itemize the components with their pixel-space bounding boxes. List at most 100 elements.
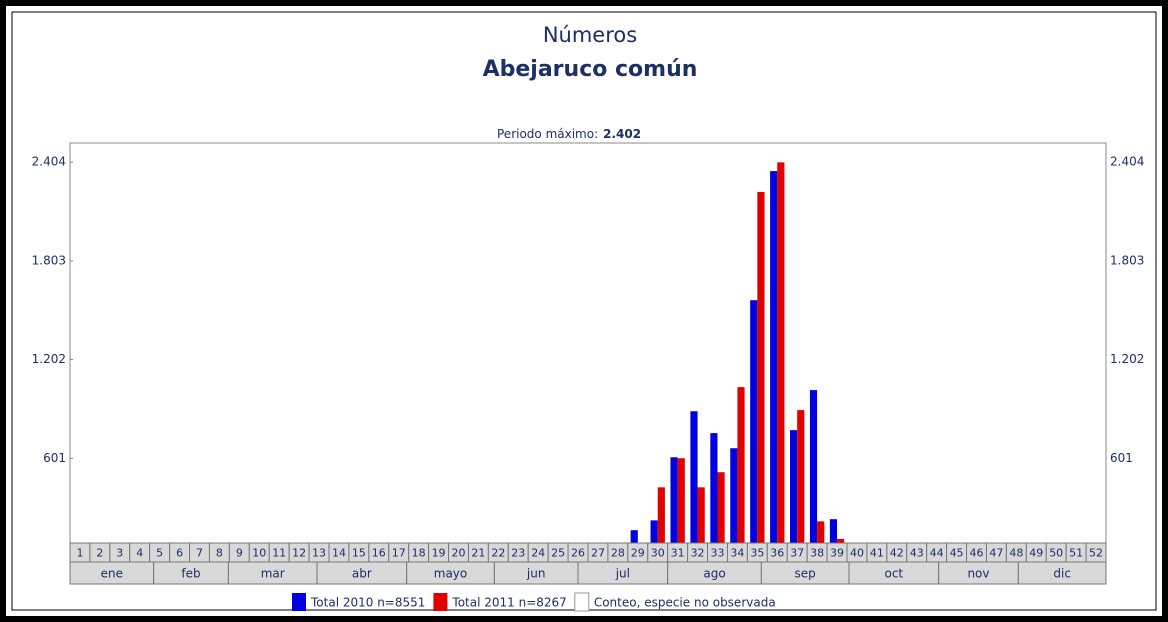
y2-tick-label: 2.404 <box>1110 155 1144 169</box>
x-tick-label: 9 <box>236 547 243 560</box>
bar <box>650 520 658 557</box>
bar <box>670 457 678 557</box>
x-tick-label: 4 <box>136 547 143 560</box>
x-tick-label: 3 <box>116 547 123 560</box>
x-tick-label: 31 <box>671 547 685 560</box>
x-tick-label: 49 <box>1029 547 1043 560</box>
month-label: jul <box>615 567 630 581</box>
bar <box>770 171 778 558</box>
x-tick-label: 44 <box>930 547 944 560</box>
bar <box>797 410 805 557</box>
bar <box>737 387 745 557</box>
month-label: mar <box>261 567 285 581</box>
month-label: mayo <box>434 567 468 581</box>
month-cell <box>1017 561 1107 585</box>
y2-tick-label: 1.803 <box>1110 253 1144 267</box>
x-tick-label: 5 <box>156 547 163 560</box>
x-tick-label: 21 <box>471 547 485 560</box>
x-tick-label: 39 <box>830 547 844 560</box>
x-tick-label: 7 <box>196 547 203 560</box>
bar <box>817 521 825 557</box>
x-tick-label: 40 <box>850 547 864 560</box>
x-tick-label: 27 <box>591 547 605 560</box>
x-tick-label: 11 <box>272 547 286 560</box>
bar <box>750 300 758 557</box>
x-tick-label: 46 <box>970 547 984 560</box>
month-label: feb <box>181 567 200 581</box>
bar <box>757 191 765 557</box>
month-label: oct <box>884 567 903 581</box>
legend-swatch <box>574 592 590 612</box>
month-label: jun <box>526 567 546 581</box>
x-tick-label: 14 <box>332 547 346 560</box>
bar <box>829 519 838 557</box>
x-tick-label: 6 <box>176 547 183 560</box>
peak-text: Periodo máximo: 2.402 <box>497 127 641 141</box>
month-label: sep <box>795 567 816 581</box>
month-label: ene <box>101 567 123 581</box>
x-tick-label: 10 <box>252 547 266 560</box>
x-tick-label: 2 <box>96 547 103 560</box>
x-tick-label: 52 <box>1089 547 1103 560</box>
x-tick-label: 18 <box>412 547 426 560</box>
month-label: dic <box>1053 567 1071 581</box>
peak-label: Periodo máximo: <box>497 127 598 141</box>
x-tick-label: 43 <box>910 547 924 560</box>
y2-tick-label: 601 <box>1110 451 1133 465</box>
x-tick-label: 34 <box>730 547 744 560</box>
x-tick-label: 37 <box>790 547 804 560</box>
x-tick-label: 16 <box>372 547 386 560</box>
x-tick-label: 23 <box>511 547 525 560</box>
legend-swatch <box>292 593 306 611</box>
legend-swatch <box>433 593 448 611</box>
chart-title: Números <box>543 23 637 47</box>
x-tick-label: 15 <box>352 547 366 560</box>
bar <box>677 458 685 557</box>
x-tick-label: 13 <box>312 547 326 560</box>
month-label: ago <box>703 567 725 581</box>
month-label: nov <box>967 567 989 581</box>
x-tick-label: 30 <box>651 547 665 560</box>
x-tick-label: 45 <box>950 547 964 560</box>
x-tick-label: 12 <box>292 547 306 560</box>
x-tick-label: 19 <box>432 547 446 560</box>
plot-area <box>69 142 1107 558</box>
month-label: abr <box>352 567 372 581</box>
x-tick-label: 26 <box>571 547 585 560</box>
x-tick-label: 24 <box>531 547 545 560</box>
bar <box>690 411 698 557</box>
x-tick-label: 20 <box>452 547 466 560</box>
y-tick-label: 1.803 <box>32 253 66 267</box>
y-tick-label: 601 <box>43 451 66 465</box>
legend-label: Total 2010 n=8551 <box>310 596 425 610</box>
x-tick-label: 22 <box>491 547 505 560</box>
x-tick-label: 28 <box>611 547 625 560</box>
x-tick-label: 51 <box>1069 547 1083 560</box>
legend-label: Conteo, especie no observada <box>594 596 776 610</box>
x-tick-label: 35 <box>750 547 764 560</box>
bar <box>777 162 785 557</box>
x-tick-label: 8 <box>216 547 223 560</box>
bar <box>790 430 798 557</box>
x-tick-label: 32 <box>691 547 705 560</box>
bar <box>697 487 705 557</box>
x-tick-label: 41 <box>870 547 884 560</box>
peak-value: 2.402 <box>603 127 641 141</box>
x-tick-label: 36 <box>770 547 784 560</box>
y-tick-label: 2.404 <box>32 155 66 169</box>
x-tick-label: 42 <box>890 547 904 560</box>
x-tick-label: 33 <box>711 547 725 560</box>
bar <box>809 390 818 557</box>
y2-tick-label: 1.202 <box>1110 352 1144 366</box>
x-tick-label: 38 <box>810 547 824 560</box>
bar <box>657 487 665 557</box>
x-tick-label: 29 <box>631 547 645 560</box>
bar <box>710 433 718 557</box>
bar <box>717 472 725 557</box>
x-tick-label: 17 <box>392 547 406 560</box>
chart-subtitle: Abejaruco común <box>483 57 698 82</box>
x-tick-label: 25 <box>551 547 565 560</box>
legend-label: Total 2011 n=8267 <box>451 596 566 610</box>
x-tick-label: 48 <box>1009 547 1023 560</box>
